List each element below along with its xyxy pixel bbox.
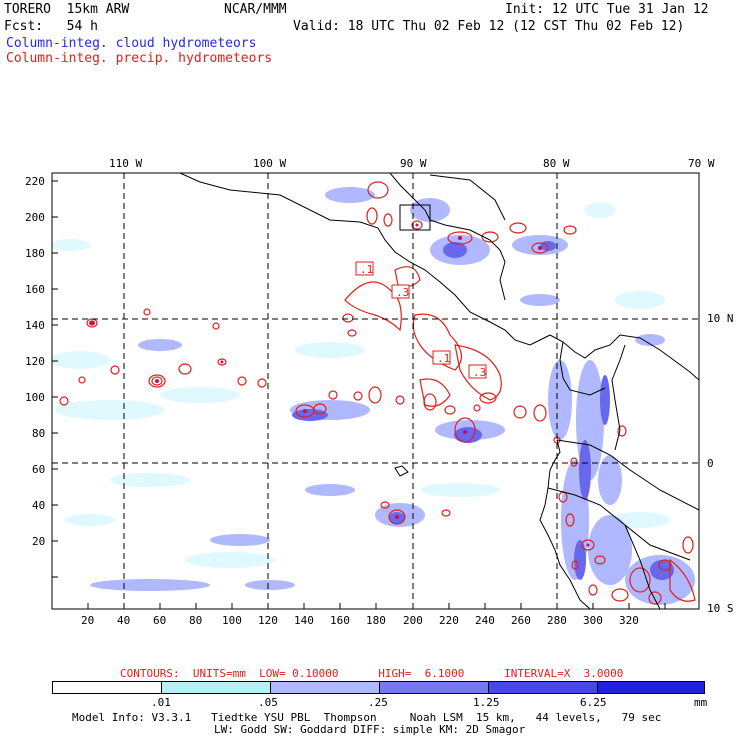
y-tick-label: 20	[32, 535, 46, 548]
cloud-light-patches	[52, 202, 670, 568]
hydrometeor-field	[52, 173, 699, 609]
x-tick-label: 300	[583, 614, 603, 627]
forecast-hour: Fcst: 54 h	[4, 19, 98, 34]
x-tick-label: 280	[547, 614, 567, 627]
lon-label-70w: 70 W	[688, 157, 715, 170]
x-tick-label: 200	[403, 614, 423, 627]
lon-label-100w: 100 W	[253, 157, 287, 170]
x-tick-label: 260	[511, 614, 531, 627]
contour-label-4: .3	[473, 366, 487, 379]
axis-ticks	[52, 180, 666, 609]
x-tick-label: 100	[222, 614, 242, 627]
legend-cloud: Column-integ. cloud hydrometeors	[6, 36, 257, 51]
legend-precip: Column-integ. precip. hydrometeors	[6, 51, 273, 66]
coastlines	[179, 173, 699, 609]
x-tick-label: 60	[153, 614, 167, 627]
y-tick-label: 100	[25, 391, 45, 404]
lat-label-10s: 10 S	[707, 602, 734, 615]
contour-label-1: .1	[360, 263, 374, 276]
colorbar-segment	[53, 682, 162, 693]
colorbar-segment	[271, 682, 380, 693]
contour-label-2: .3	[396, 286, 410, 299]
x-tick-label: 20	[81, 614, 95, 627]
init-time: Init: 12 UTC Tue 31 Jan 12	[505, 2, 709, 17]
colorbar-label: 6.25	[580, 696, 607, 709]
y-tick-label: 120	[25, 355, 45, 368]
lon-label-90w: 90 W	[400, 157, 427, 170]
cloud-medium-patches	[90, 187, 695, 605]
y-tick-label: 140	[25, 319, 45, 332]
lat-label-eq: 0	[707, 457, 714, 470]
model-info-line2: LW: Godd SW: Goddard DIFF: simple KM: 2D…	[214, 723, 526, 736]
contours-info: CONTOURS: UNITS=mm LOW= 0.10000 HIGH= 6.…	[120, 667, 624, 680]
colorbar-segment	[380, 682, 489, 693]
x-tick-label: 220	[439, 614, 459, 627]
x-tick-label: 180	[366, 614, 386, 627]
colorbar-label: .25	[368, 696, 388, 709]
y-tick-label: 40	[32, 499, 46, 512]
colorbar-label: .01	[151, 696, 171, 709]
lat-lon-grid	[52, 173, 699, 609]
x-tick-label: 40	[117, 614, 131, 627]
center-label: NCAR/MMM	[224, 2, 287, 17]
valid-time: Valid: 18 UTC Thu 02 Feb 12 (12 CST Thu …	[293, 19, 685, 34]
model-title: TORERO 15km ARW	[4, 2, 130, 17]
y-tick-label: 160	[25, 283, 45, 296]
model-info-line1: Model Info: V3.3.1 Tiedtke YSU PBL Thomp…	[72, 711, 662, 724]
x-tick-label: 140	[294, 614, 314, 627]
contour-label-3: .1	[437, 352, 451, 365]
y-tick-label: 200	[25, 211, 45, 224]
y-tick-label: 80	[32, 427, 46, 440]
colorbar-label: 1.25	[473, 696, 500, 709]
y-tick-label: 180	[25, 247, 45, 260]
lon-label-80w: 80 W	[543, 157, 570, 170]
x-tick-label: 160	[330, 614, 350, 627]
y-tick-label: 60	[32, 463, 46, 476]
x-tick-label: 240	[475, 614, 495, 627]
colorbar-segment	[489, 682, 598, 693]
lat-label-10n: 10 N	[707, 312, 734, 325]
lon-label-110w: 110 W	[109, 157, 143, 170]
x-tick-label: 120	[258, 614, 278, 627]
precip-contours	[59, 181, 696, 605]
x-tick-label: 80	[189, 614, 203, 627]
colorbar-segment	[162, 682, 271, 693]
precip-cores	[90, 223, 590, 547]
contour-label-boxes	[355, 261, 487, 379]
y-tick-label: 220	[25, 175, 45, 188]
colorbar-units: mm	[694, 696, 708, 709]
colorbar	[52, 681, 705, 694]
x-tick-label: 320	[619, 614, 639, 627]
colorbar-segment	[598, 682, 704, 693]
colorbar-label: .05	[258, 696, 278, 709]
